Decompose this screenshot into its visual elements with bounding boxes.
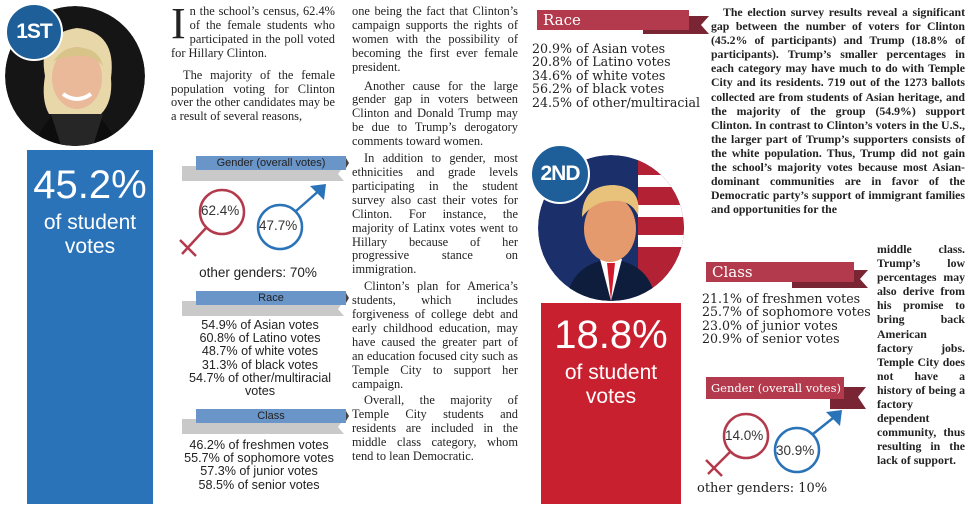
trump-rank-text: 2ND	[540, 162, 580, 185]
stat-line: votes	[244, 384, 276, 399]
clinton-race-title: Race	[258, 292, 284, 304]
stat-line: 57.3% of junior votes	[200, 464, 318, 479]
trump-class-ribbon: Class	[702, 260, 872, 290]
col2-paragraph-4: Clinton’s plan for America’s students, w…	[352, 279, 518, 391]
trump-class-stats: 21.1% of freshmen votes 25.7% of sophomo…	[702, 292, 878, 346]
stat-line: 60.8% of Latino votes	[199, 331, 321, 346]
female-symbol-icon	[198, 188, 246, 236]
trump-gender-symbols	[705, 410, 842, 477]
clinton-class-stats: 46.2% of freshmen votes 55.7% of sophomo…	[172, 438, 346, 492]
col4-paragraph-1: The election survey results reveal a sig…	[711, 5, 965, 217]
clinton-rank-text: 1ST	[16, 20, 53, 43]
clinton-race-stats: 54.9% of Asian votes 60.8% of Latino vot…	[176, 318, 344, 399]
col2-paragraph-2: Another cause for the large gender gap i…	[352, 78, 518, 149]
stat-line: 34.6% of white votes	[532, 67, 666, 83]
stat-line: 55.7% of sophomore votes	[184, 451, 334, 466]
trump-race-ribbon: Race	[533, 6, 713, 36]
stat-line: 46.2% of freshmen votes	[189, 438, 329, 452]
clinton-class-title: Class	[257, 410, 285, 422]
trump-percent: 18.8%	[554, 313, 668, 357]
col2-paragraph-3: In addition to gender, most ethnicities …	[352, 151, 518, 277]
trump-female-pct: 14.0%	[725, 428, 764, 443]
clinton-female-pct: 62.4%	[201, 203, 240, 218]
trump-label-1: of student	[564, 361, 658, 384]
stat-line: 23.0% of junior votes	[702, 317, 838, 333]
trump-vote-box: 18.8% of student votes	[541, 303, 681, 504]
trump-rank-badge: 2ND	[530, 144, 590, 204]
clinton-vote-box: 45.2% of student votes	[27, 150, 153, 504]
stat-line: 20.9% of senior votes	[702, 331, 840, 347]
stat-line: 21.1% of freshmen votes	[702, 291, 861, 306]
trump-class-title: Class	[712, 263, 753, 281]
trump-race-title: Race	[543, 11, 581, 29]
clinton-rank-badge: 1ST	[5, 3, 63, 61]
col1-paragraph-2: The majority of the female population vo…	[171, 67, 335, 124]
clinton-class-ribbon: Class	[178, 407, 350, 435]
clinton-photo	[5, 6, 145, 146]
stat-line: 54.7% of other/multiracial	[188, 370, 332, 385]
clinton-male-pct: 47.7%	[259, 218, 298, 233]
stat-line: 56.2% of black votes	[532, 81, 665, 97]
article-column-4: The election survey results reveal a sig…	[711, 5, 965, 216]
trump-other-genders: other genders: 10%	[697, 481, 828, 496]
clinton-race-ribbon: Race	[178, 289, 350, 317]
col4-paragraph-1-tail: middle class. Trump’s low percentages ma…	[877, 242, 965, 468]
col1-paragraph-1: n the school’s census, 62.4% of the fema…	[171, 4, 335, 60]
clinton-gender-symbols	[179, 184, 326, 257]
trump-male-pct: 30.9%	[776, 443, 815, 458]
stat-line: 31.3% of black votes	[201, 357, 319, 372]
clinton-label-1: of student	[43, 211, 137, 234]
clinton-gender-title: Gender (overall votes)	[216, 157, 326, 169]
male-symbol-icon	[256, 203, 304, 251]
trump-gender-ribbon: Gender (overall votes)	[702, 375, 868, 411]
stat-line: 54.9% of Asian votes	[201, 318, 319, 332]
col2-paragraph-1: one being the fact that Clinton’s campai…	[352, 4, 518, 74]
stat-line: 20.8% of Latino votes	[532, 54, 671, 70]
article-column-4-tail: middle class. Trump’s low percentages ma…	[877, 242, 965, 468]
clinton-other-genders: other genders: 70%	[199, 265, 317, 280]
stat-line: 25.7% of sophomore votes	[702, 304, 871, 320]
dropcap: I	[171, 0, 186, 48]
trump-label-2: votes	[585, 385, 637, 408]
trump-race-stats: 20.9% of Asian votes 20.8% of Latino vot…	[532, 42, 704, 109]
stat-line: 48.7% of white votes	[201, 344, 319, 359]
trump-gender-title: Gender (overall votes)	[710, 381, 842, 395]
female-symbol-icon	[722, 412, 770, 460]
clinton-gender-ribbon: Gender (overall votes)	[178, 154, 350, 182]
stat-line: 58.5% of senior votes	[198, 477, 320, 492]
stat-line: 20.9% of Asian votes	[532, 41, 666, 56]
col2-paragraph-5: Overall, the majority of Temple City stu…	[352, 393, 518, 464]
male-symbol-icon	[773, 426, 821, 474]
article-column-2: one being the fact that Clinton’s campai…	[352, 4, 518, 464]
clinton-label-2: votes	[64, 235, 116, 258]
stat-line: 24.5% of other/multiracial	[532, 94, 701, 110]
clinton-percent: 45.2%	[33, 163, 147, 207]
